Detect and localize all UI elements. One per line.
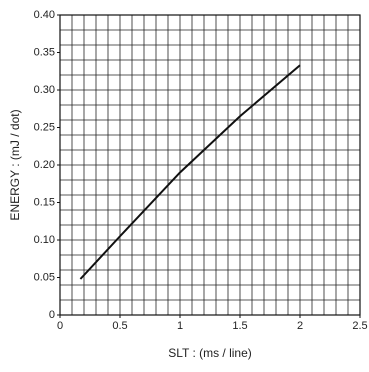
y-axis-title: ENERGY : (mJ / dot) <box>8 109 22 220</box>
x-tick-label: 0.5 <box>112 320 127 332</box>
y-tick-label: 0.30 <box>34 84 55 96</box>
y-tick-label: 0.25 <box>34 121 55 133</box>
y-tick-label: 0.40 <box>34 9 55 21</box>
x-tick-label: 2 <box>297 320 303 332</box>
x-tick-label: 2.5 <box>352 320 367 332</box>
line-series <box>79 64 301 280</box>
y-tick-label: 0.35 <box>34 46 55 58</box>
x-tick-label: 1.5 <box>232 320 247 332</box>
x-axis-title: SLT : (ms / line) <box>168 346 252 360</box>
y-tick-label: 0.10 <box>34 234 55 246</box>
x-tick-label: 0 <box>57 320 63 332</box>
y-tick-label: 0.20 <box>34 159 55 171</box>
y-tick-label: 0.05 <box>34 271 55 283</box>
y-tick-label: 0.15 <box>34 196 55 208</box>
y-tick-label: 0 <box>49 309 55 321</box>
x-tick-label: 1 <box>177 320 183 332</box>
